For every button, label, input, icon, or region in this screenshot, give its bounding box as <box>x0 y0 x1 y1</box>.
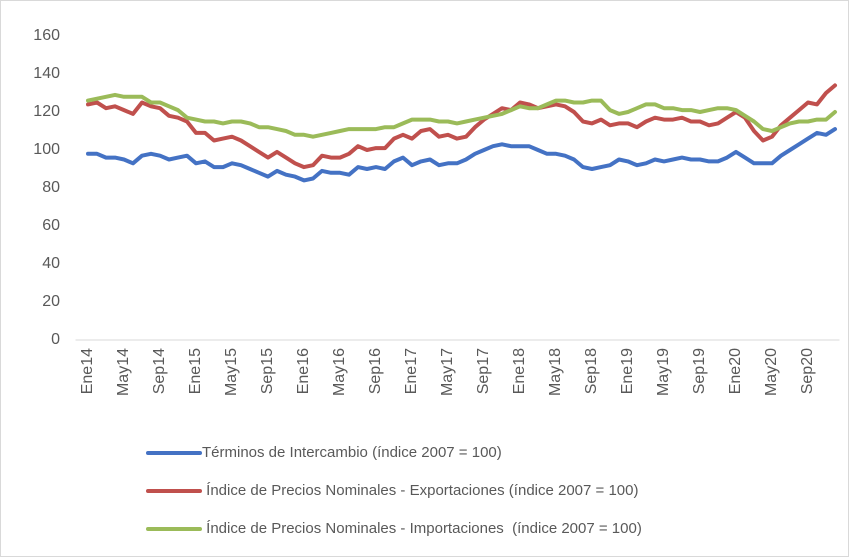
x-tick-label: Ene15 <box>187 348 204 394</box>
legend-label: Índice de Precios Nominales - Importacio… <box>202 520 642 537</box>
y-tick-label: 80 <box>42 179 60 196</box>
y-tick-label: 60 <box>42 217 60 234</box>
x-tick-label: Sep16 <box>367 348 384 394</box>
x-tick-label: May20 <box>763 348 780 396</box>
y-tick-label: 0 <box>51 331 60 348</box>
x-tick-label: Ene17 <box>403 348 420 394</box>
y-tick-label: 20 <box>42 293 60 310</box>
x-tick-label: May15 <box>223 348 240 396</box>
series-line <box>86 92 837 139</box>
x-tick-label: May17 <box>439 348 456 396</box>
series-line <box>86 83 837 170</box>
y-tick-label: 40 <box>42 255 60 272</box>
x-tick-label: May18 <box>547 348 564 396</box>
y-tick-label: 140 <box>33 65 60 82</box>
x-tick-label: Sep19 <box>691 348 708 394</box>
legend-label: Términos de Intercambio (índice 2007 = 1… <box>202 444 502 461</box>
y-tick-label: 120 <box>33 103 60 120</box>
y-tick-label: 160 <box>33 27 60 44</box>
x-tick-label: Ene18 <box>511 348 528 394</box>
x-tick-label: Sep17 <box>475 348 492 394</box>
x-tick-label: May14 <box>115 348 132 396</box>
x-tick-label: Ene20 <box>727 348 744 394</box>
x-tick-label: Sep15 <box>259 348 276 394</box>
x-tick-label: Sep18 <box>583 348 600 394</box>
x-tick-label: May16 <box>331 348 348 396</box>
x-tick-label: Ene16 <box>295 348 312 394</box>
x-tick-label: Sep20 <box>799 348 816 394</box>
x-tick-label: Ene14 <box>79 348 96 394</box>
legend-label: Índice de Precios Nominales - Exportacio… <box>202 482 639 499</box>
x-tick-label: May19 <box>655 348 672 396</box>
x-tick-label: Sep14 <box>151 348 168 394</box>
x-tick-label: Ene19 <box>619 348 636 394</box>
y-tick-label: 100 <box>33 141 60 158</box>
series-line <box>86 127 837 183</box>
